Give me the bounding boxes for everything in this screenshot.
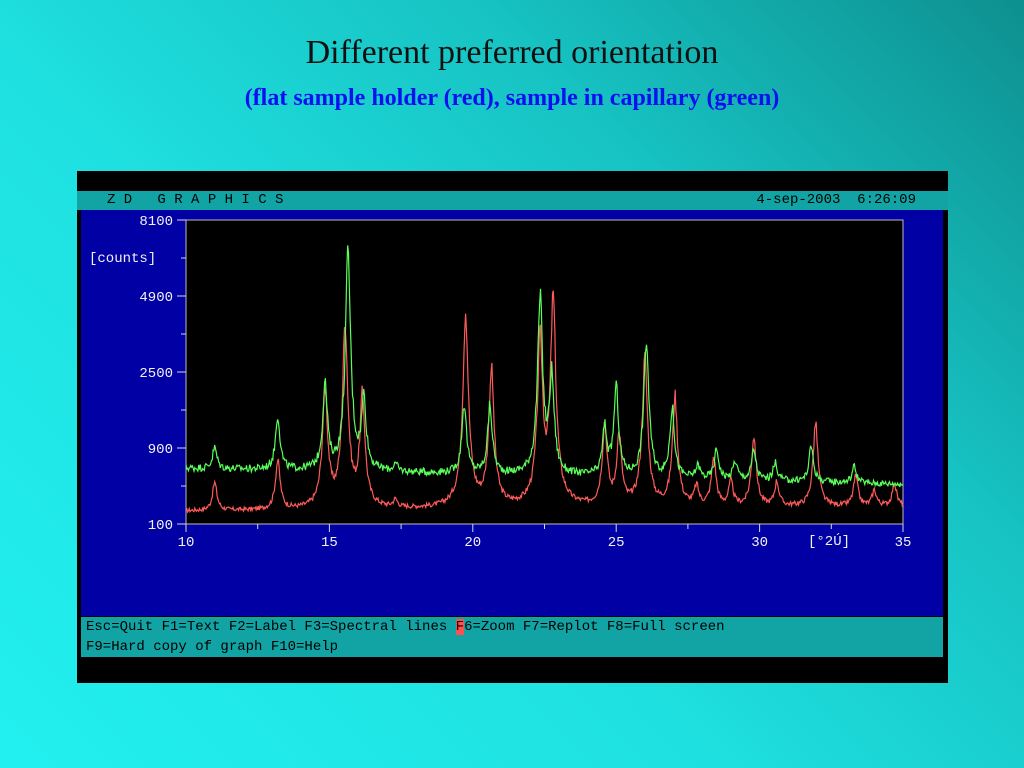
slide-title: Different preferred orientation — [305, 34, 719, 71]
plot-area — [186, 220, 903, 524]
x-tick-label: 30 — [751, 535, 768, 551]
x-tick-label: 10 — [178, 535, 195, 551]
datetime-readout: 4-sep-2003 6:26:09 — [756, 192, 916, 208]
y-axis-label: [counts] — [89, 251, 156, 267]
series-layer — [185, 245, 904, 514]
y-tick-label: 2500 — [139, 366, 173, 382]
y-tick-label: 8100 — [139, 214, 173, 230]
function-key-line-2: F9=Hard copy of graph F10=Help — [86, 639, 339, 655]
fkey-text-after: 6=Zoom F7=Replot F8=Full screen — [464, 619, 725, 635]
app-title: Z D G R A P H I C S — [107, 192, 284, 208]
fkey-text-before: Esc=Quit F1=Text F2=Label F3=Spectral li… — [86, 619, 456, 635]
y-tick-label: 100 — [148, 518, 173, 534]
y-tick-label: 4900 — [139, 290, 173, 306]
x-axis-label: [°2Ú] — [808, 532, 850, 550]
x-tick-label: 25 — [608, 535, 625, 551]
x-tick-label: 15 — [321, 535, 338, 551]
series-line-green — [185, 245, 904, 488]
x-tick-label: 20 — [464, 535, 481, 551]
y-tick-label: 900 — [148, 442, 173, 458]
axes: 100 900 2500 4900 8100 10 15 20 25 30 35 — [139, 214, 911, 551]
function-key-bar: Esc=Quit F1=Text F2=Label F3=Spectral li… — [81, 617, 943, 657]
slide-subtitle: (flat sample holder (red), sample in cap… — [244, 85, 780, 111]
x-tick-label: 35 — [895, 535, 912, 551]
zd-graphics-screen: Z D G R A P H I C S 4-sep-2003 6:26:09 1… — [77, 171, 948, 683]
plot-panel: 100 900 2500 4900 8100 10 15 20 25 30 35 [counts] … — [81, 210, 943, 616]
header-bar: Z D G R A P H I C S 4-sep-2003 6:26:09 — [77, 191, 948, 210]
series-line-red — [185, 290, 904, 514]
function-key-line-1: Esc=Quit F1=Text F2=Label F3=Spectral li… — [86, 617, 725, 637]
text-cursor: F — [455, 619, 465, 635]
